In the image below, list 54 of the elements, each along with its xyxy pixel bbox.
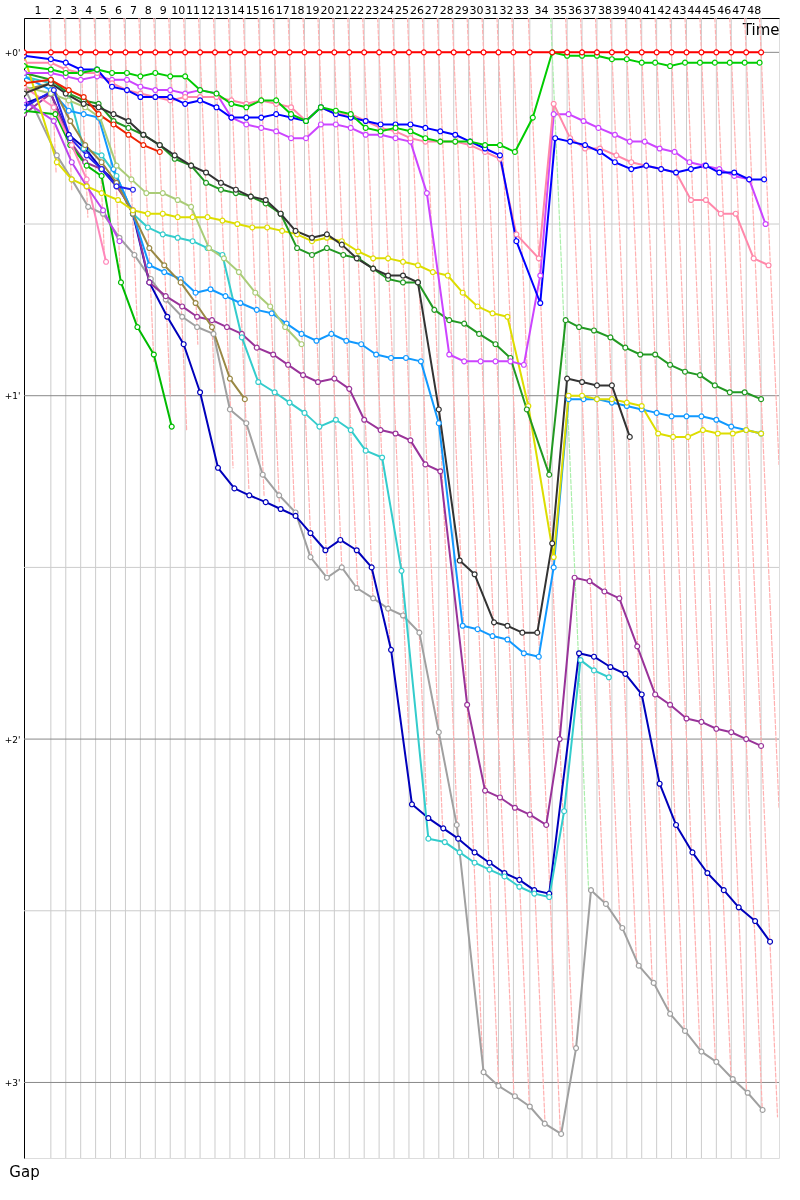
x-tick-label: 18 — [290, 3, 305, 17]
x-tick-label: 8 — [144, 3, 152, 17]
x-tick-label: 1 — [34, 3, 42, 17]
x-tick-label: 19 — [305, 3, 320, 17]
x-tick-label: 20 — [320, 3, 335, 17]
x-tick-label: 41 — [642, 3, 657, 17]
x-tick-label: 16 — [260, 3, 275, 17]
x-tick-label: 44 — [687, 3, 702, 17]
y-tick-label: +0' — [4, 47, 21, 58]
x-tick-label: 12 — [201, 3, 216, 17]
x-tick-label: 42 — [657, 3, 672, 17]
x-tick-label: 35 — [553, 3, 568, 17]
x-tick-label: 48 — [747, 3, 762, 17]
x-tick-label: 22 — [350, 3, 365, 17]
y-tick-label: +2' — [4, 734, 21, 745]
x-tick-label: 24 — [380, 3, 395, 17]
y-axis-title: Gap — [9, 1162, 40, 1181]
y-tick-label: +1' — [4, 391, 21, 402]
x-tick-label: 45 — [702, 3, 717, 17]
x-tick-label: 30 — [469, 3, 484, 17]
y-tick-label: +3' — [4, 1077, 21, 1088]
x-tick-label: 9 — [159, 3, 167, 17]
x-tick-label: 38 — [597, 3, 612, 17]
x-tick-label: 23 — [365, 3, 380, 17]
x-tick-label: 6 — [115, 3, 122, 17]
x-tick-label: 37 — [583, 3, 597, 17]
x-tick-label: 13 — [215, 3, 230, 17]
x-tick-label: 31 — [484, 3, 499, 17]
x-tick-label: 40 — [627, 3, 642, 17]
x-tick-label: 3 — [70, 3, 78, 17]
x-tick-label: 27 — [424, 3, 439, 17]
x-tick-label: 14 — [230, 3, 245, 17]
x-axis-title: Time — [741, 20, 780, 39]
x-tick-label: 34 — [534, 3, 549, 17]
x-tick-label: 7 — [129, 3, 137, 17]
x-tick-label: 25 — [395, 3, 409, 17]
x-tick-label: 46 — [717, 3, 732, 17]
x-tick-label: 33 — [515, 3, 530, 17]
x-tick-label: 5 — [100, 3, 108, 17]
x-tick-label: 28 — [439, 3, 454, 17]
x-tick-label: 29 — [454, 3, 469, 17]
x-tick-label: 39 — [612, 3, 627, 17]
x-tick-label: 26 — [409, 3, 424, 17]
x-tick-label: 2 — [55, 3, 63, 17]
x-tick-label: 21 — [335, 3, 350, 17]
x-tick-label: 43 — [672, 3, 687, 17]
x-tick-label: 15 — [245, 3, 260, 17]
x-tick-label: 10 — [171, 3, 186, 17]
x-tick-label: 4 — [85, 3, 93, 17]
x-tick-label: 47 — [732, 3, 747, 17]
x-tick-label: 11 — [186, 3, 201, 17]
x-tick-label: 36 — [568, 3, 583, 17]
x-tick-label: 17 — [275, 3, 290, 17]
x-tick-label: 32 — [499, 3, 514, 17]
